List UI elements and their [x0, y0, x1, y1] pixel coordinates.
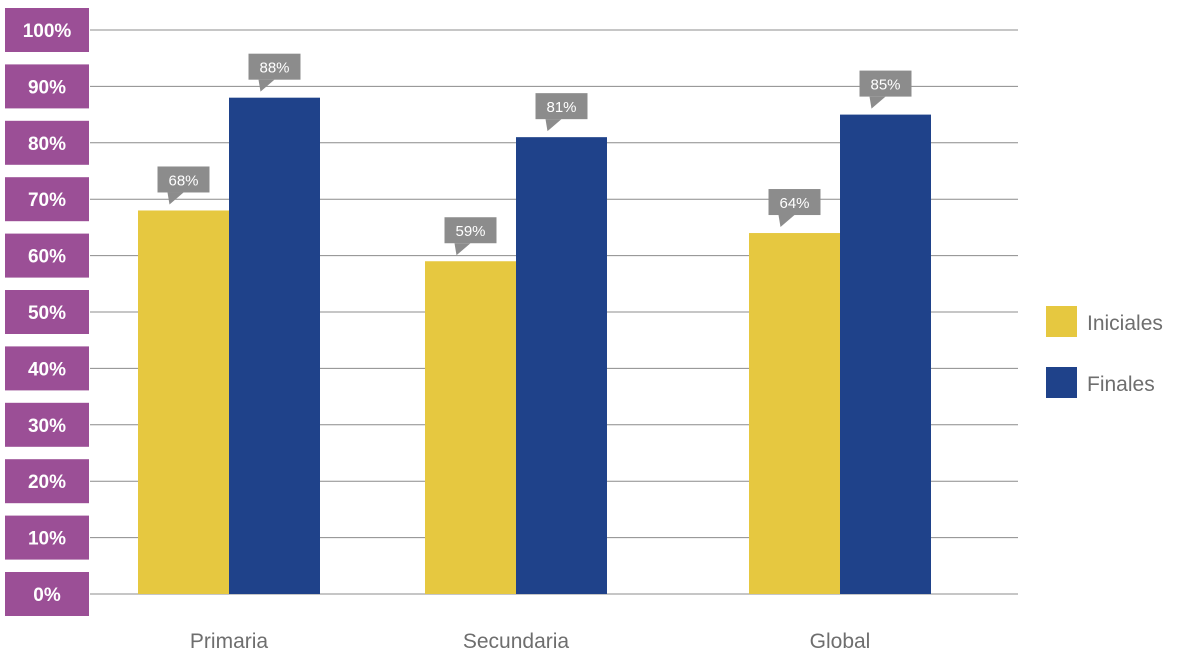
bar-finales-secundaria	[516, 137, 607, 594]
data-label: 88%	[248, 53, 301, 92]
y-tick-label: 50%	[5, 290, 89, 334]
data-label-pointer	[258, 79, 275, 92]
legend-item-iniciales: Iniciales	[1046, 306, 1163, 337]
data-label-pointer	[778, 215, 795, 228]
y-tick-label-text: 80%	[28, 134, 66, 155]
data-label-text: 81%	[546, 99, 576, 116]
y-tick-label-text: 10%	[28, 529, 66, 550]
data-label: 64%	[768, 189, 821, 228]
y-tick-label-bg	[5, 64, 89, 109]
legend-label: Finales	[1087, 373, 1155, 396]
y-tick-label: 90%	[5, 64, 89, 109]
data-label-pointer	[167, 192, 184, 205]
bar-iniciales-primaria	[138, 210, 229, 595]
data-label-bg	[535, 93, 588, 120]
data-label-pointer	[545, 119, 562, 132]
y-tick-label-bg	[5, 177, 89, 222]
y-tick-label-text: 20%	[28, 472, 66, 493]
y-tick-label: 70%	[5, 177, 89, 222]
y-tick-label: 30%	[5, 402, 89, 447]
y-axis-tick-labels: 0% 10% 20% 30% 40% 50% 60% 70% 80% 90% 100%	[5, 8, 89, 616]
y-tick-label: 40%	[5, 346, 89, 391]
data-label-pointer	[869, 96, 886, 109]
y-tick-label: 100%	[5, 8, 89, 52]
y-tick-label-text: 40%	[28, 359, 66, 380]
y-tick-label-text: 100%	[23, 21, 72, 42]
y-tick-label-text: 0%	[33, 585, 61, 606]
data-label-bg	[248, 53, 301, 80]
y-tick-label: 10%	[5, 515, 89, 560]
y-tick-label: 20%	[5, 459, 89, 504]
y-tick-label-bg	[5, 515, 89, 560]
y-tick-label-bg	[5, 346, 89, 391]
bar-finales-primaria	[229, 97, 320, 595]
data-label-bg	[157, 166, 210, 193]
y-tick-label-bg	[5, 8, 89, 52]
data-label: 59%	[444, 217, 497, 256]
legend-swatch	[1046, 306, 1077, 337]
y-tick-label: 80%	[5, 120, 89, 165]
y-tick-label-bg	[5, 402, 89, 447]
data-label-text: 88%	[259, 60, 289, 77]
legend-item-finales: Finales	[1046, 367, 1155, 398]
bar-iniciales-secundaria	[425, 261, 516, 594]
y-tick-label-bg	[5, 290, 89, 334]
y-tick-label-text: 30%	[28, 416, 66, 437]
y-tick-label-bg	[5, 459, 89, 504]
y-tick-label-text: 60%	[28, 247, 66, 268]
y-tick-label-text: 50%	[28, 303, 66, 324]
data-label: 68%	[157, 166, 210, 205]
y-tick-label-bg	[5, 572, 89, 616]
bar-finales-global	[840, 114, 931, 594]
y-tick-label-text: 70%	[28, 190, 66, 211]
category-label-global: Global	[810, 630, 871, 653]
legend: Iniciales Finales	[1046, 306, 1163, 398]
y-tick-label: 60%	[5, 233, 89, 278]
data-labels: 68% 88% 59% 81% 64% 85%	[157, 53, 912, 256]
category-label-primaria: Primaria	[190, 630, 268, 653]
y-tick-label-bg	[5, 120, 89, 165]
legend-label: Iniciales	[1087, 312, 1163, 335]
data-label-text: 64%	[779, 195, 809, 212]
y-tick-label-bg	[5, 233, 89, 278]
data-label-text: 68%	[168, 172, 198, 189]
bar-iniciales-global	[749, 233, 840, 595]
y-tick-label-text: 90%	[28, 77, 66, 98]
data-label-bg	[859, 70, 912, 97]
data-label-bg	[768, 189, 821, 216]
category-label-secundaria: Secundaria	[463, 630, 570, 653]
data-label-text: 59%	[455, 223, 485, 240]
data-label-text: 85%	[870, 77, 900, 94]
data-label-bg	[444, 217, 497, 244]
data-label: 81%	[535, 93, 588, 132]
y-tick-label: 0%	[5, 572, 89, 616]
data-label: 85%	[859, 70, 912, 109]
x-axis-category-labels: Primaria Secundaria Global	[190, 630, 870, 653]
bars	[138, 97, 931, 595]
data-label-pointer	[454, 243, 471, 256]
legend-swatch	[1046, 367, 1077, 398]
